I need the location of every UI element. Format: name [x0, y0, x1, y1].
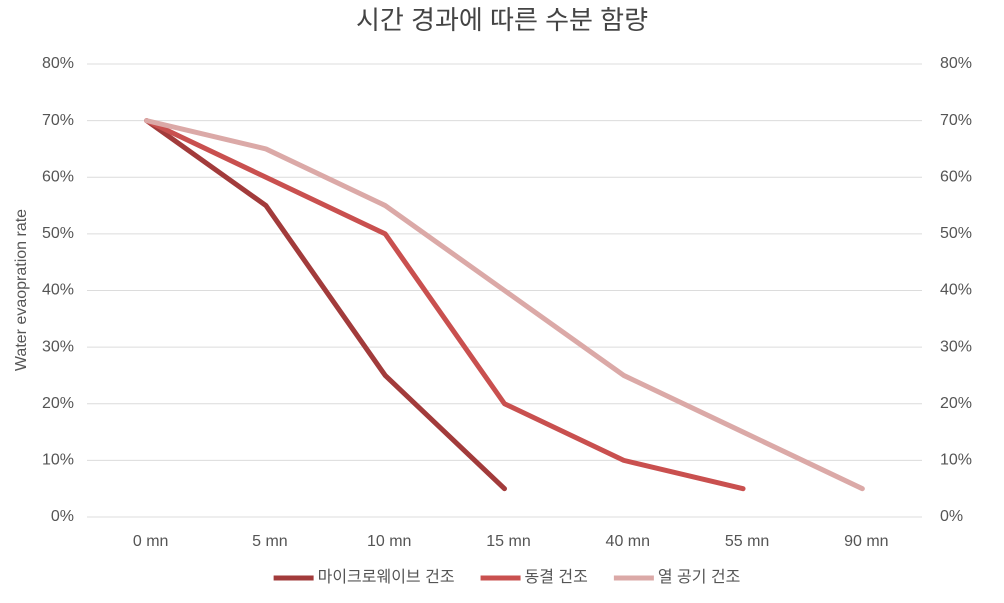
- x-tick-label: 55 mn: [725, 533, 769, 550]
- series-line: [144, 118, 507, 492]
- y2-tick-label: 30%: [940, 338, 972, 355]
- x-tick-label: 10 mn: [367, 533, 411, 550]
- y2-tick-label: 40%: [940, 282, 972, 299]
- y-tick-label: 80%: [42, 55, 74, 72]
- y2-tick-label: 20%: [940, 395, 972, 412]
- x-tick-label: 90 mn: [844, 533, 888, 550]
- series-line: [144, 118, 865, 492]
- y-tick-label: 40%: [42, 282, 74, 299]
- legend-label: 동결 건조: [525, 568, 588, 586]
- x-tick-label: 40 mn: [606, 533, 650, 550]
- y2-tick-label: 0%: [940, 508, 963, 525]
- y2-tick-label: 80%: [940, 55, 972, 72]
- y-tick-label: 50%: [42, 225, 74, 242]
- legend-label: 마이크로웨이브 건조: [318, 568, 455, 586]
- x-tick-label: 15 mn: [486, 533, 530, 550]
- series-line: [144, 118, 746, 492]
- y-tick-label: 10%: [42, 452, 74, 469]
- y2-tick-label: 60%: [940, 168, 972, 185]
- legend-label: 열 공기 건조: [658, 568, 741, 586]
- y-tick-label: 20%: [42, 395, 74, 412]
- x-tick-label: 0 mn: [133, 533, 169, 550]
- y2-tick-label: 70%: [940, 112, 972, 129]
- y-axis-label: Water evaopration rate: [13, 209, 30, 371]
- y-tick-label: 0%: [51, 508, 74, 525]
- chart-title: 시간 경과에 따른 수분 함량: [356, 5, 648, 35]
- x-tick-label: 5 mn: [252, 533, 288, 550]
- y2-tick-label: 50%: [940, 225, 972, 242]
- y2-tick-label: 10%: [940, 452, 972, 469]
- y-tick-label: 30%: [42, 338, 74, 355]
- y-tick-label: 60%: [42, 168, 74, 185]
- y-tick-label: 70%: [42, 112, 74, 129]
